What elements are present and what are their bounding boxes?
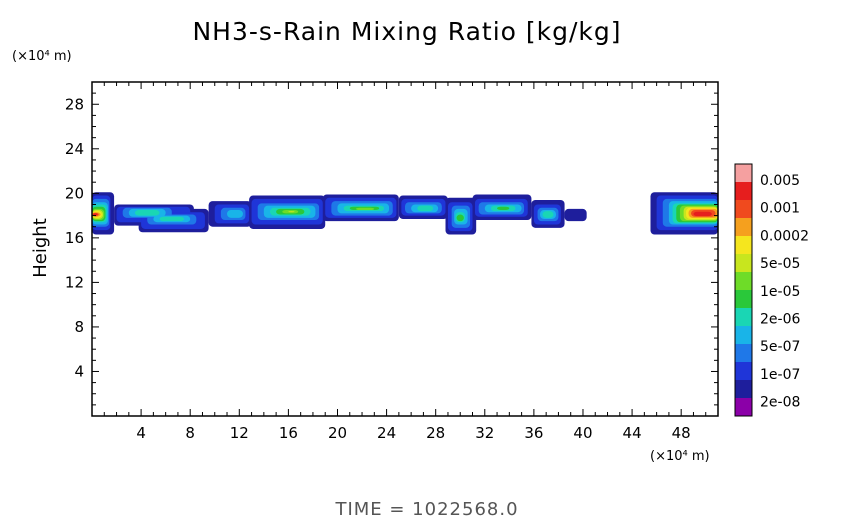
x-tick-label: 8 xyxy=(185,424,195,442)
colorbar-swatch xyxy=(735,218,752,236)
colorbar-swatch xyxy=(735,290,752,308)
chart-title: NH3-s-Rain Mixing Ratio [kg/kg] xyxy=(192,17,621,46)
x-tick-label: 48 xyxy=(672,424,691,442)
contour-patch xyxy=(288,211,295,213)
x-tick-label: 44 xyxy=(623,424,642,442)
contour-patch xyxy=(134,210,160,216)
colorbar-swatch xyxy=(735,272,752,290)
colorbar-swatch xyxy=(735,164,752,182)
colorbar-label: 2e-06 xyxy=(760,312,800,328)
contour-patch xyxy=(355,207,375,211)
x-unit-label: (×10⁴ m) xyxy=(650,449,710,464)
y-tick-label: 28 xyxy=(65,95,84,113)
colorbar-swatch xyxy=(735,326,752,344)
contour-patch xyxy=(159,216,185,222)
x-tick-label: 32 xyxy=(475,424,494,442)
colorbar-label: 0.0002 xyxy=(760,228,809,244)
colorbar-swatch xyxy=(735,380,752,398)
colorbar-swatch xyxy=(735,308,752,326)
x-tick-label: 20 xyxy=(328,424,347,442)
contour-patch xyxy=(497,206,510,211)
colorbar-swatch xyxy=(735,182,752,200)
x-axis: 4 8 12 16 20 24 28 32 36 40 44 48 xyxy=(103,82,707,442)
colorbar-label: 5e-07 xyxy=(760,339,800,355)
y-tick-label: 12 xyxy=(65,273,84,291)
colorbar-swatch xyxy=(735,398,752,416)
y-tick-label: 8 xyxy=(74,318,84,336)
plot-frame xyxy=(91,81,719,417)
contour-patch xyxy=(542,211,554,218)
colorbar-swatch xyxy=(735,344,752,362)
contour-patch xyxy=(456,214,464,222)
y-tick-label: 4 xyxy=(74,362,84,380)
colorbar-label: 1e-05 xyxy=(760,284,800,300)
time-footer: TIME = 1022568.0 xyxy=(334,499,518,519)
colorbar: 0.005 0.001 0.0002 5e-05 1e-05 2e-06 5e-07 1e-0… xyxy=(734,163,809,417)
colorbar-label: 1e-07 xyxy=(760,367,800,383)
contour-patch xyxy=(564,208,587,222)
colorbar-swatch xyxy=(735,236,752,254)
y-tick-label: 20 xyxy=(65,184,84,202)
x-tick-label: 16 xyxy=(279,424,298,442)
contour-patch xyxy=(693,211,712,217)
x-tick-label: 12 xyxy=(230,424,249,442)
colorbar-label: 0.001 xyxy=(760,201,800,217)
colorbar-frame xyxy=(734,163,753,417)
colorbar-swatch xyxy=(735,362,752,380)
colorbar-swatch xyxy=(735,200,752,218)
x-tick-label: 36 xyxy=(524,424,543,442)
plot-field xyxy=(92,192,718,235)
contour-patch xyxy=(93,213,98,216)
x-tick-label: 24 xyxy=(377,424,396,442)
colorbar-swatch xyxy=(735,254,752,272)
colorbar-label: 2e-08 xyxy=(760,395,800,411)
colorbar-label: 5e-05 xyxy=(760,256,800,272)
contour-patch xyxy=(417,205,434,212)
x-tick-label: 40 xyxy=(573,424,592,442)
y-tick-label: 24 xyxy=(65,140,84,158)
colorbar-label: 0.005 xyxy=(760,173,800,189)
contour-patch xyxy=(227,210,243,218)
y-tick-label: 16 xyxy=(65,229,84,247)
x-tick-label: 4 xyxy=(136,424,146,442)
y-unit-label: (×10⁴ m) xyxy=(12,49,72,64)
y-axis: 4 8 12 16 20 24 28 xyxy=(65,92,718,406)
y-axis-label: Height xyxy=(30,218,51,278)
x-tick-label: 28 xyxy=(426,424,445,442)
